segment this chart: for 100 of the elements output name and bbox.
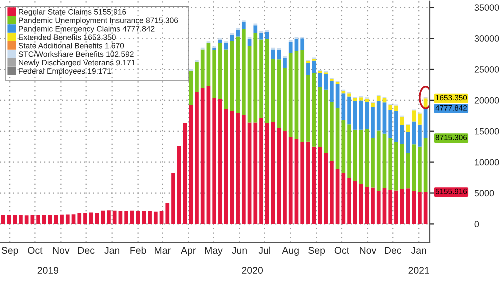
bar: [330, 81, 334, 102]
x-tick-label: Dec: [78, 247, 95, 254]
bar: [394, 106, 398, 112]
x-tick-label: Sep: [308, 247, 326, 256]
bar: [236, 36, 240, 114]
bar: [124, 211, 128, 224]
bar: [353, 181, 358, 224]
y-tick-label: 20000: [474, 97, 500, 104]
bar: [418, 114, 422, 125]
bar: [254, 122, 258, 224]
bar: [1, 215, 6, 224]
bar: [376, 96, 381, 102]
bar: [348, 178, 352, 224]
bar: [277, 60, 282, 128]
bar: [330, 102, 334, 162]
bar: [283, 58, 287, 68]
bar: [248, 46, 252, 123]
x-tick-label: Feb: [130, 246, 146, 254]
bar: [359, 184, 364, 224]
bar: [371, 106, 375, 138]
bar: [19, 216, 23, 224]
bar: [300, 142, 305, 224]
bar: [406, 124, 410, 132]
x-tick-label: Sep: [2, 247, 18, 256]
bar: [230, 110, 234, 224]
x-tick-label: Oct: [334, 247, 350, 254]
bar: [342, 173, 346, 224]
bar: [324, 90, 328, 154]
bar: [265, 32, 270, 40]
bar: [406, 153, 410, 189]
bar: [353, 101, 358, 130]
bar: [424, 138, 428, 192]
text: 2021: [408, 267, 430, 274]
bar: [277, 128, 282, 224]
bar: [336, 84, 340, 108]
bar: [400, 126, 404, 144]
bar: [359, 130, 364, 184]
bar: [312, 146, 316, 224]
bar: [400, 116, 404, 126]
x-tick-label: Mar: [155, 247, 171, 254]
bar: [118, 211, 123, 224]
y-tick-label: 0: [474, 221, 480, 228]
x-tick-label: Jan: [104, 247, 120, 254]
bar: [412, 191, 416, 224]
bar: [84, 213, 88, 224]
bar: [166, 203, 170, 224]
bar: [260, 40, 264, 118]
bar: [242, 29, 246, 116]
bar: [24, 216, 29, 224]
bar: [183, 123, 188, 224]
bar: [242, 115, 246, 224]
bar: [318, 147, 322, 224]
bar: [265, 39, 270, 124]
bar: [306, 142, 310, 224]
bar: [271, 122, 276, 224]
bar: [142, 211, 146, 224]
bar: [66, 214, 70, 224]
bar: [206, 44, 211, 86]
bar: [359, 100, 364, 130]
bar: [312, 73, 316, 147]
bar: [382, 102, 387, 134]
bar: [107, 210, 111, 224]
bar: [60, 214, 64, 224]
bar: [254, 26, 258, 33]
bar: [348, 94, 352, 97]
text: 2019: [38, 267, 59, 274]
bar: [318, 73, 322, 88]
bar: [13, 216, 18, 224]
bar: [242, 22, 246, 30]
bar: [224, 50, 228, 110]
bar: [376, 191, 381, 224]
bar: [376, 130, 381, 192]
x-tick-label: Jul: [258, 246, 270, 254]
bar: [288, 136, 293, 224]
bar: [365, 98, 370, 102]
y-tick-label: 25000: [474, 66, 500, 73]
bar: [271, 58, 276, 122]
bar: [154, 212, 158, 224]
y-tick-label: 10000: [475, 159, 500, 166]
bar: [324, 153, 328, 224]
text: 2020: [242, 267, 264, 274]
bar: [324, 74, 328, 90]
bar: [371, 188, 375, 224]
bar: [412, 110, 416, 122]
bar: [424, 192, 428, 224]
bar: [418, 192, 422, 224]
bar: [218, 44, 222, 100]
bar: [412, 122, 416, 145]
bar: [265, 123, 270, 224]
bar: [353, 130, 358, 182]
y-tick-label: 35000: [474, 4, 500, 11]
bar: [95, 213, 100, 224]
bar: [230, 41, 234, 111]
bar: [365, 187, 370, 224]
bar: [254, 33, 258, 123]
bar: [318, 87, 322, 148]
bar: [306, 75, 310, 142]
bar: [406, 188, 410, 224]
bar: [376, 101, 381, 131]
bar: [195, 92, 199, 224]
